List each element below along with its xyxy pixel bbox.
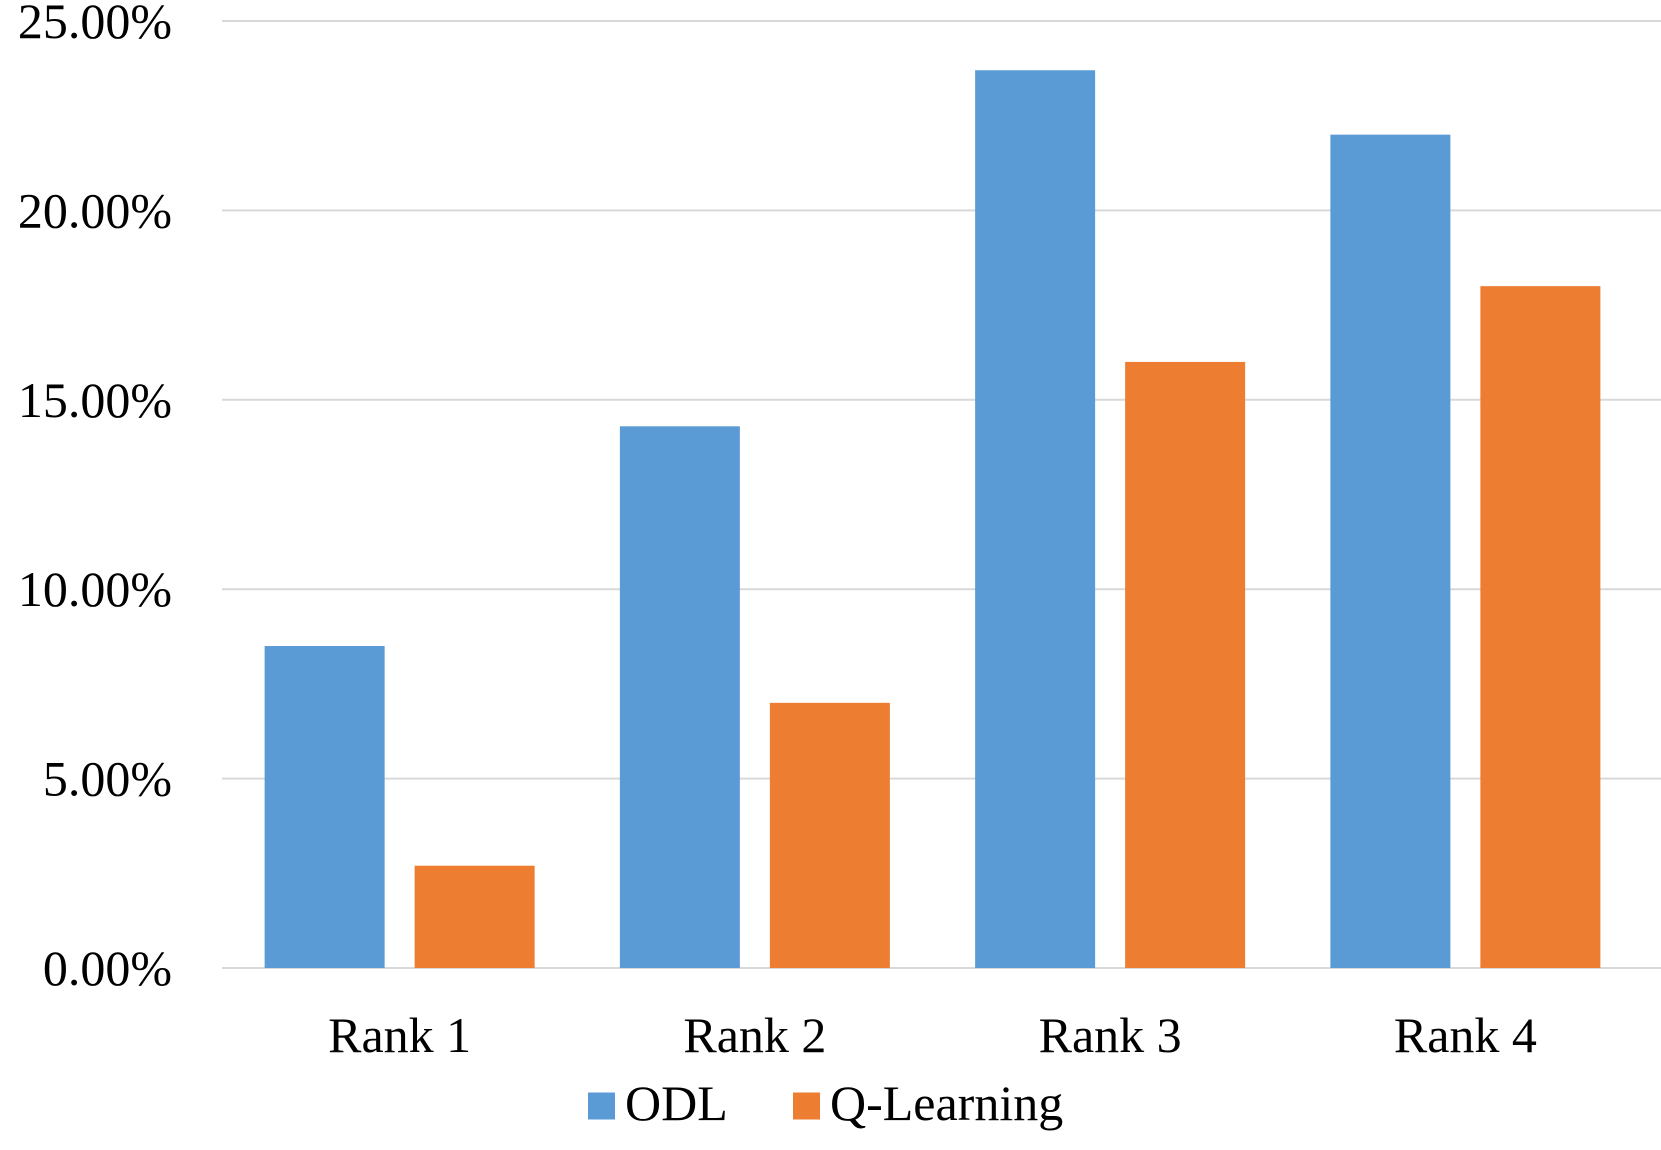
x-axis-categories: Rank 1 Rank 2 Rank 3 Rank 4 — [328, 1007, 1537, 1063]
x-category-label: Rank 2 — [683, 1007, 826, 1063]
y-tick-label: 25.00% — [18, 0, 172, 49]
bar-q-learning-rank-2 — [769, 702, 890, 968]
bars — [264, 70, 1601, 968]
y-tick-label: 15.00% — [18, 372, 172, 428]
legend-swatch-odl — [588, 1092, 615, 1120]
y-tick-label: 20.00% — [18, 182, 172, 238]
bar-odl-rank-3 — [975, 70, 1096, 968]
bar-odl-rank-2 — [619, 426, 740, 968]
legend: ODL Q-Learning — [588, 1075, 1063, 1131]
x-category-label: Rank 4 — [1394, 1007, 1537, 1063]
x-category-label: Rank 3 — [1039, 1007, 1182, 1063]
y-axis-ticks: 0.00% 5.00% 10.00% 15.00% 20.00% 25.00% — [18, 0, 172, 996]
legend-label: ODL — [625, 1075, 728, 1131]
y-tick-label: 5.00% — [43, 751, 172, 807]
bar-odl-rank-4 — [1330, 134, 1451, 968]
y-tick-label: 0.00% — [43, 940, 172, 996]
bar-q-learning-rank-3 — [1125, 361, 1246, 968]
legend-label: Q-Learning — [830, 1075, 1063, 1131]
legend-swatch-q-learning — [793, 1092, 820, 1120]
bar-odl-rank-1 — [264, 646, 385, 968]
x-category-label: Rank 1 — [328, 1007, 471, 1063]
bar-q-learning-rank-1 — [414, 865, 535, 968]
y-tick-label: 10.00% — [18, 561, 172, 617]
bar-q-learning-rank-4 — [1480, 286, 1601, 968]
